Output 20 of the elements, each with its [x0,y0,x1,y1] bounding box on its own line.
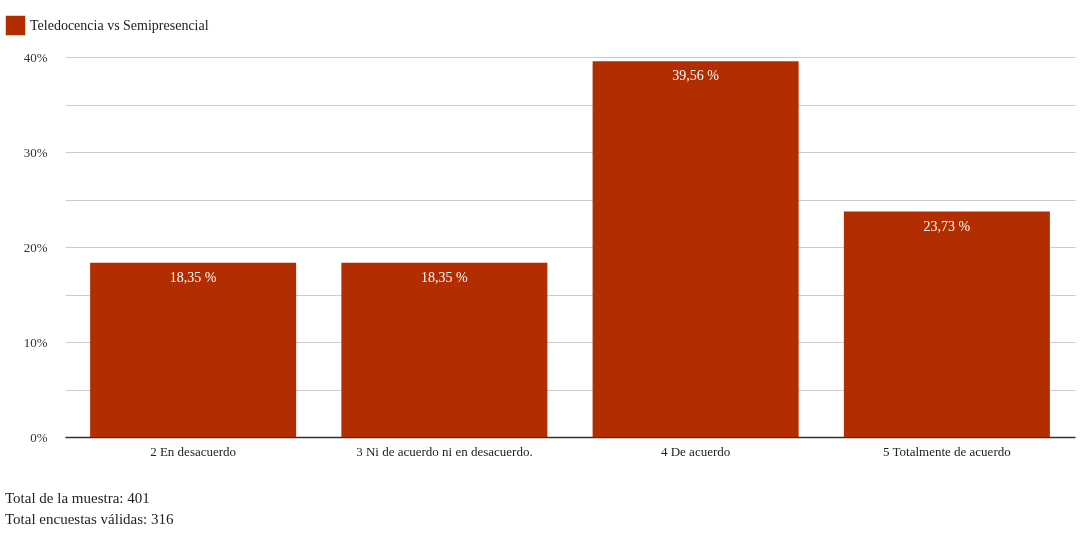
y-tick-label: 0% [30,429,48,445]
bar [843,211,1050,437]
bar [341,262,548,437]
bar [90,262,297,437]
text: 18,35 % [421,269,468,285]
bar [592,61,799,437]
x-tick-label: 5 Totalmente de acuerdo [883,443,1011,459]
text: 39,56 % [672,68,719,84]
text: Total encuestas válidas: 316 [5,510,174,529]
x-tick-label: 3 Ni de acuerdo ni en desacuerdo. [356,443,533,459]
legend-label: Teledocencia vs Semipresencial [30,17,209,33]
y-tick-label: 20% [23,239,48,255]
text: 18,35 % [169,269,217,285]
text: Total de la muestra: 401 [5,489,151,508]
y-tick-label: 10% [23,334,48,350]
x-tick-label: 2 En desacuerdo [150,443,237,459]
y-tick-label: 30% [23,144,48,160]
text: 23,73 % [923,218,971,234]
x-tick-label: 4 De acuerdo [660,443,731,459]
y-tick-label: 40% [23,49,48,65]
